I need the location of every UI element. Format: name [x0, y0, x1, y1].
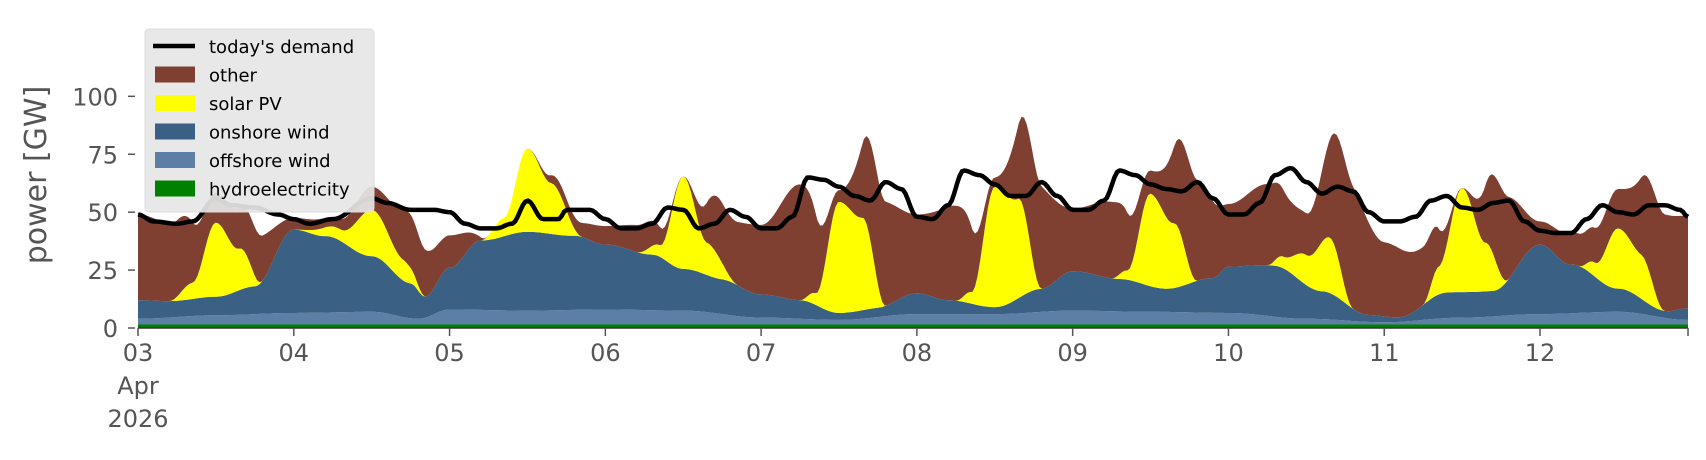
x-tick-label: 04: [279, 339, 310, 367]
area-offshore-wind: [138, 309, 1688, 325]
x-tick-label: 12: [1525, 339, 1556, 367]
stacked-area-group: [138, 116, 1688, 328]
x-tick-label: Apr: [117, 372, 159, 400]
legend-swatch-other: [155, 66, 195, 83]
legend-label-solar-pv: solar PV: [209, 94, 282, 115]
area-solar-pv: [138, 148, 1688, 318]
legend-box: [144, 28, 375, 213]
legend-label-other: other: [209, 66, 258, 87]
legend-swatch-onshore-wind: [155, 123, 195, 140]
y-tick-label: 50: [87, 199, 118, 227]
y-tick-label: 0: [103, 315, 118, 343]
x-tick-label: 2026: [107, 405, 168, 433]
legend-swatch-offshore-wind: [155, 152, 195, 168]
area-other: [138, 116, 1688, 318]
area-hydroelectricity: [138, 324, 1688, 328]
legend-label-onshore-wind: onshore wind: [209, 123, 330, 144]
line-today-s-demand: [137, 165, 1690, 236]
x-tick-label: 10: [1213, 339, 1244, 367]
legend-label-today-s-demand: today's demand: [209, 37, 354, 58]
legend-label-offshore-wind: offshore wind: [209, 151, 331, 172]
y-tick-label: 75: [87, 141, 118, 169]
y-tick-label: 100: [72, 83, 118, 111]
axes-group: 0 25 50 75 100 03 Apr 2026 04 05 06 07 08 09 10 11 12: [72, 83, 1689, 433]
demand-line-group: [137, 165, 1690, 236]
area-onshore-wind: [138, 229, 1688, 323]
legend-swatch-hydroelectricity: [155, 180, 195, 197]
x-tick-label: 06: [590, 339, 621, 367]
x-tick-label: 11: [1369, 339, 1400, 367]
legend-label-hydroelectricity: hydroelectricity: [209, 180, 350, 201]
legend-swatch-solar-pv: [155, 95, 195, 111]
legend: today's demand other solar PV onshore wind o…: [144, 28, 375, 213]
y-axis-title: power [GW]: [19, 86, 54, 265]
x-tick-label: 08: [902, 339, 933, 367]
x-tick-label: 03: [123, 339, 154, 367]
x-tick-label: 05: [434, 339, 465, 367]
x-tick-label: 07: [746, 339, 777, 367]
y-tick-label: 25: [87, 257, 118, 285]
x-tick-label: 09: [1057, 339, 1088, 367]
